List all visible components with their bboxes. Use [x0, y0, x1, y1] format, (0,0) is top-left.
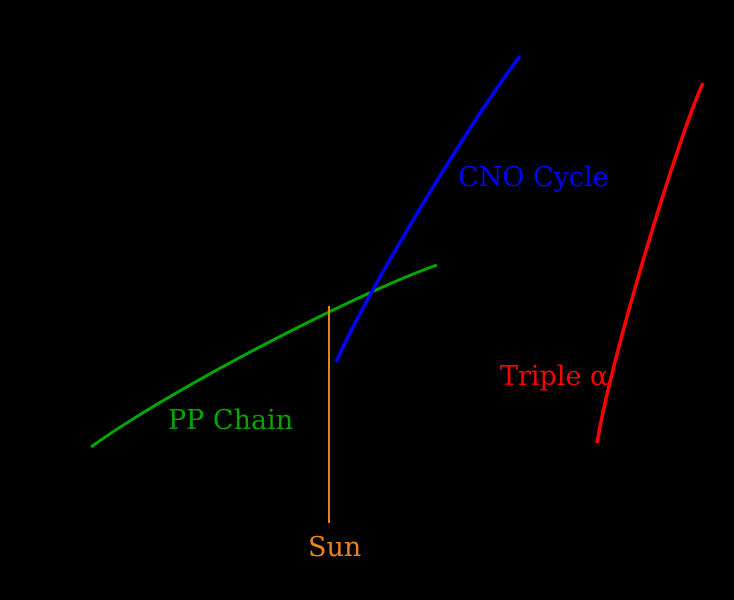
- cno-cycle-curve: [334, 54, 522, 363]
- curves-layer: [90, 54, 705, 449]
- cno-cycle-label: CNO Cycle: [458, 162, 609, 193]
- pp-chain-label: PP Chain: [168, 405, 293, 436]
- pp-chain-curve: [90, 263, 438, 449]
- triple-alpha-curve: [595, 82, 705, 444]
- sun-label: Sun: [308, 532, 361, 563]
- triple-alpha-label: Triple α: [500, 361, 608, 392]
